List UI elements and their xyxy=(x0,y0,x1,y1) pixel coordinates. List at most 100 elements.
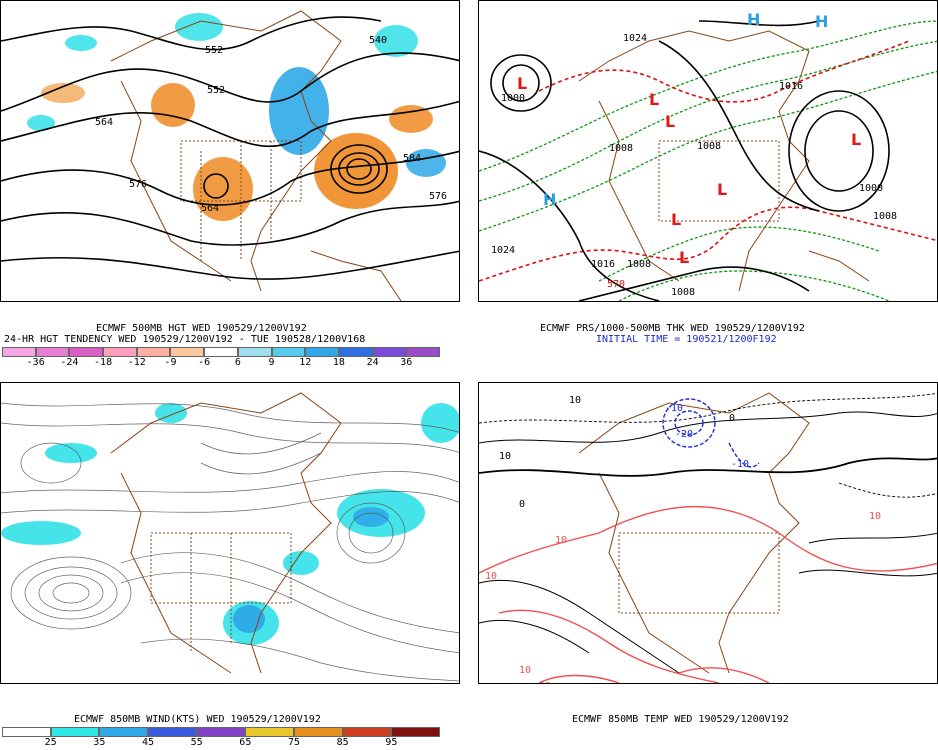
coastlines xyxy=(578,392,810,674)
svg-text:-10: -10 xyxy=(665,403,683,414)
map-500mb: 552 564 576 564 588 540 584 576 552 xyxy=(1,10,459,301)
p3-colorbar-tick-label: 65 xyxy=(239,737,252,748)
p1-colorbar-swatch xyxy=(35,347,70,357)
p3-colorbar-swatch xyxy=(342,727,392,737)
p1-caption: ECMWF 500MB HGT WED 190529/1200V192 xyxy=(96,323,307,334)
p1-colorbar-tick-label: -6 xyxy=(198,357,211,368)
p1-colorbar-ticks: -36 -24 -18 -12 -9 -6 6 9 12 18 24 36 xyxy=(2,357,440,369)
svg-text:1024: 1024 xyxy=(623,33,647,44)
p3-colorbar-tick-label: 35 xyxy=(93,737,106,748)
p1-colorbar-swatch xyxy=(204,347,238,357)
coastlines xyxy=(110,392,342,674)
map-pressure: 1000 1024 1024 1016 1008 1008 1008 1000 … xyxy=(479,10,937,301)
svg-text:570: 570 xyxy=(607,279,625,290)
svg-text:L: L xyxy=(851,130,861,149)
p3-colorbar-swatch xyxy=(294,727,343,737)
svg-text:1008: 1008 xyxy=(873,211,897,222)
thickness-labels: 570 xyxy=(607,279,625,290)
wind-fills xyxy=(1,403,459,645)
svg-text:1008: 1008 xyxy=(671,287,695,298)
svg-text:10: 10 xyxy=(869,511,881,522)
isotherms-dashed xyxy=(479,392,937,498)
p1-colorbar-swatch xyxy=(136,347,171,357)
svg-text:L: L xyxy=(717,180,727,199)
svg-text:576: 576 xyxy=(129,179,147,190)
p3-colorbar-swatch xyxy=(148,727,197,737)
svg-text:L: L xyxy=(671,210,681,229)
svg-text:H: H xyxy=(543,190,556,209)
svg-text:564: 564 xyxy=(95,117,113,128)
svg-text:10: 10 xyxy=(499,451,511,462)
p1-colorbar-tick-label: -9 xyxy=(164,357,177,368)
p3-colorbar-swatch xyxy=(50,727,100,737)
svg-text:L: L xyxy=(679,248,689,267)
isobar-labels: 1000 1024 1024 1016 1008 1008 1008 1000 … xyxy=(491,33,897,298)
p1-colorbar-swatch xyxy=(338,347,373,357)
p3-colorbar-ticks: 25 35 45 55 65 75 85 95 xyxy=(2,737,440,749)
p4-caption: ECMWF 850MB TEMP WED 190529/1200V192 xyxy=(572,714,789,725)
isotherms-warm xyxy=(479,505,937,683)
p1-colorbar-tick-label: 9 xyxy=(268,357,275,368)
p1-colorbar xyxy=(2,347,440,357)
p3-caption: ECMWF 850MB WIND(KTS) WED 190529/1200V19… xyxy=(74,714,321,725)
p1-caption-tendency: 24-HR HGT TENDENCY WED 190529/1200V192 -… xyxy=(4,334,366,345)
p1-colorbar-swatch xyxy=(271,347,306,357)
svg-text:1008: 1008 xyxy=(697,141,721,152)
svg-text:564: 564 xyxy=(201,203,219,214)
isotherms-cold xyxy=(662,398,760,468)
svg-text:L: L xyxy=(665,112,675,131)
p3-colorbar-tick-label: 75 xyxy=(287,737,301,748)
p3-colorbar-tick-label: 25 xyxy=(44,737,57,748)
p1-colorbar-swatch xyxy=(170,347,205,357)
p3-colorbar-swatch xyxy=(245,727,295,737)
p3-colorbar-swatch xyxy=(2,727,51,737)
p1-colorbar-tick-label: 18 xyxy=(332,357,345,368)
svg-text:20: 20 xyxy=(539,681,551,684)
svg-text:584: 584 xyxy=(403,153,421,164)
thickness-red xyxy=(479,40,937,282)
svg-text:576: 576 xyxy=(429,191,447,202)
streamlines xyxy=(1,402,459,682)
p3-colorbar-swatch xyxy=(99,727,149,737)
p3-colorbar-tick-label: 85 xyxy=(336,737,349,748)
tendency-fills xyxy=(27,13,446,221)
svg-text:H: H xyxy=(747,10,760,29)
p1-colorbar-tick-label: 36 xyxy=(400,357,413,368)
p2-initial-time: INITIAL TIME = 190521/1200F192 xyxy=(596,334,777,345)
p1-colorbar-swatch xyxy=(305,347,339,357)
p2-caption: ECMWF PRS/1000-500MB THK WED 190529/1200… xyxy=(540,323,805,334)
p3-colorbar xyxy=(2,727,441,737)
panel-500mb-height: 552 564 576 564 588 540 584 576 552 xyxy=(0,0,460,302)
svg-text:1008: 1008 xyxy=(627,259,651,270)
svg-text:552: 552 xyxy=(205,45,223,56)
panel-850mb-temp: 10 -10 0 10 10 20 20 10 -10 0 10 10 -20 xyxy=(478,382,938,684)
svg-text:H: H xyxy=(815,12,828,31)
p3-colorbar-swatch xyxy=(391,727,441,737)
svg-text:10: 10 xyxy=(485,571,497,582)
svg-text:1000: 1000 xyxy=(501,93,525,104)
p1-colorbar-tick-label: -24 xyxy=(60,357,79,368)
p1-colorbar-swatch xyxy=(372,347,407,357)
svg-text:-20: -20 xyxy=(675,429,693,440)
panel-850mb-wind xyxy=(0,382,460,684)
contour-labels: 552 564 576 564 588 540 584 576 552 xyxy=(95,35,447,214)
svg-text:10: 10 xyxy=(569,395,581,406)
p1-colorbar-tick-label: 12 xyxy=(299,357,312,368)
p3-colorbar-tick-label: 55 xyxy=(190,737,203,748)
p1-colorbar-swatch xyxy=(69,347,104,357)
svg-text:1016: 1016 xyxy=(779,81,803,92)
panel-pressure-thickness: 1000 1024 1024 1016 1008 1008 1008 1000 … xyxy=(478,0,938,302)
svg-text:0: 0 xyxy=(519,499,525,510)
p1-colorbar-swatch xyxy=(237,347,272,357)
svg-text:1000: 1000 xyxy=(859,183,883,194)
svg-text:10: 10 xyxy=(555,535,567,546)
isobars xyxy=(479,20,890,301)
p1-colorbar-tick-label: -36 xyxy=(26,357,45,368)
svg-text:540: 540 xyxy=(369,35,387,46)
svg-text:10: 10 xyxy=(519,665,531,676)
map-850mb-wind xyxy=(1,392,459,682)
p1-colorbar-tick-label: 6 xyxy=(234,357,241,368)
p1-colorbar-tick-label: -12 xyxy=(127,357,146,368)
svg-text:1024: 1024 xyxy=(491,245,515,256)
height-contours xyxy=(1,16,459,280)
